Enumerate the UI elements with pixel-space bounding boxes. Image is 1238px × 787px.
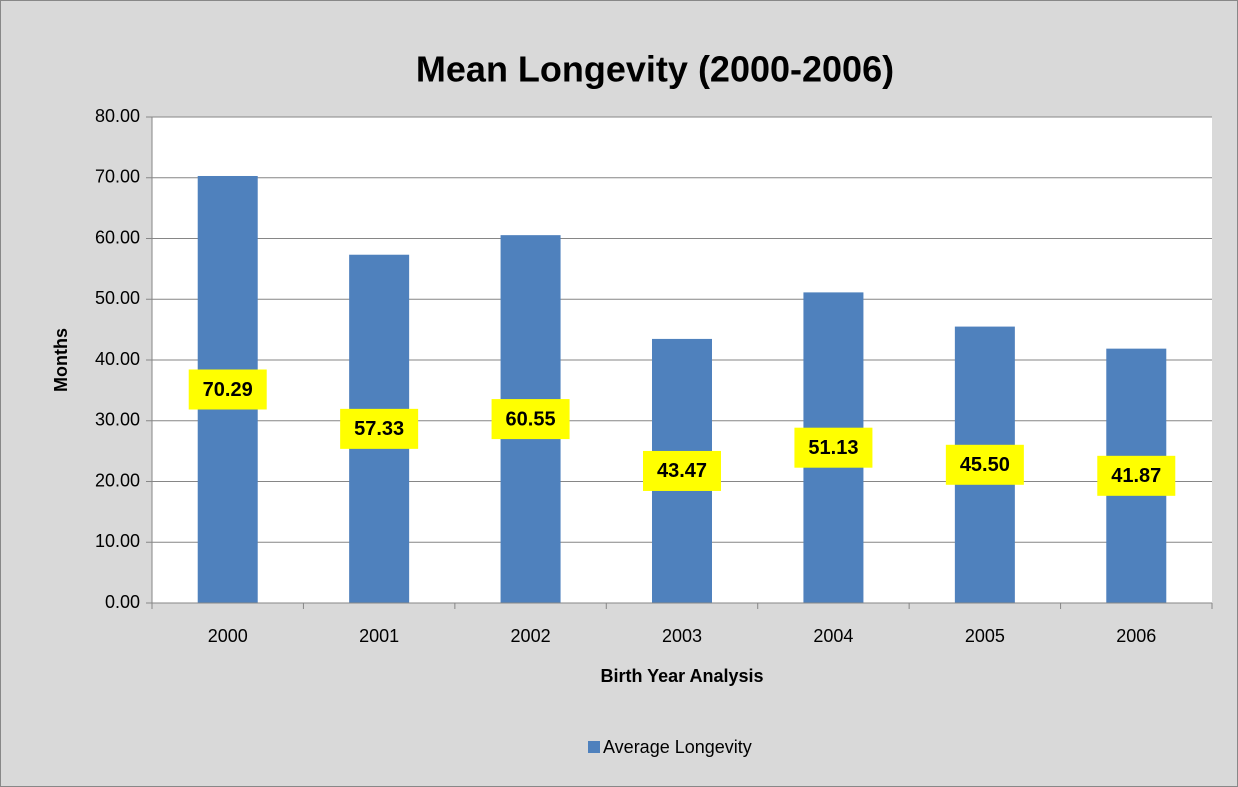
data-label: 43.47 xyxy=(657,460,707,482)
y-tick-label: 60.00 xyxy=(95,227,140,247)
y-tick-label: 30.00 xyxy=(95,410,140,430)
legend-swatch xyxy=(588,741,600,753)
data-label: 60.55 xyxy=(506,408,556,430)
y-axis-label: Months xyxy=(51,328,71,392)
y-tick-label: 50.00 xyxy=(95,288,140,308)
x-tick-label: 2006 xyxy=(1116,626,1156,646)
data-label: 51.13 xyxy=(808,437,858,459)
y-tick-label: 0.00 xyxy=(105,592,140,612)
data-label: 41.87 xyxy=(1111,465,1161,487)
x-tick-label: 2001 xyxy=(359,626,399,646)
x-tick-label: 2004 xyxy=(813,626,853,646)
x-tick-label: 2000 xyxy=(208,626,248,646)
y-tick-label: 40.00 xyxy=(95,349,140,369)
legend-label: Average Longevity xyxy=(603,737,752,757)
data-label: 70.29 xyxy=(203,379,253,401)
data-label-box xyxy=(643,450,721,491)
y-tick-label: 20.00 xyxy=(95,470,140,490)
y-tick-label: 10.00 xyxy=(95,531,140,551)
data-label-box xyxy=(491,399,570,440)
y-tick-label: 70.00 xyxy=(95,167,140,187)
data-label-box xyxy=(188,369,267,410)
data-label-box xyxy=(794,427,873,468)
data-label-box xyxy=(340,408,419,449)
x-tick-label: 2005 xyxy=(965,626,1005,646)
x-axis-label: Birth Year Analysis xyxy=(600,666,763,686)
y-tick-label: 80.00 xyxy=(95,106,140,126)
data-label-box xyxy=(945,444,1024,485)
data-label: 57.33 xyxy=(354,418,404,440)
x-tick-label: 2002 xyxy=(511,626,551,646)
data-label: 45.50 xyxy=(960,454,1010,476)
data-label-box xyxy=(1097,455,1176,496)
x-tick-label: 2003 xyxy=(662,626,702,646)
chart-title: Mean Longevity (2000-2006) xyxy=(416,49,894,90)
